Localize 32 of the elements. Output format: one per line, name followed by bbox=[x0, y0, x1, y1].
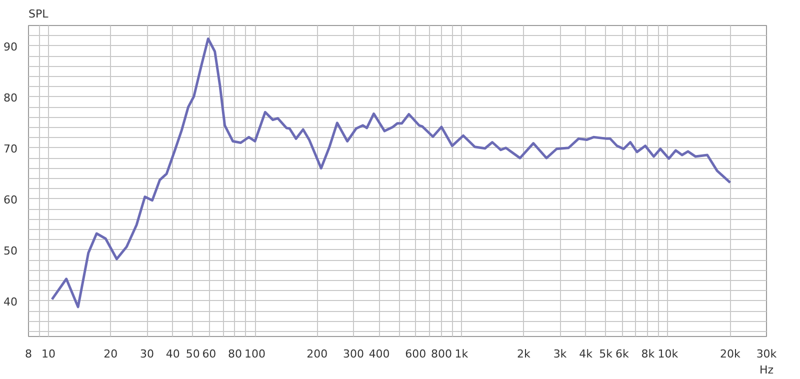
x-tick-label: 80 bbox=[228, 348, 242, 360]
x-tick-label: 1k bbox=[454, 348, 469, 360]
x-tick-label: 50 bbox=[186, 348, 200, 360]
x-tick-label: 40 bbox=[166, 348, 180, 360]
y-tick-label: 70 bbox=[4, 142, 18, 156]
x-tick-label: 600 bbox=[405, 348, 426, 360]
x-tick-label: 60 bbox=[202, 348, 216, 360]
x-tick-label: 10 bbox=[42, 348, 56, 360]
x-tick-label: 30k bbox=[756, 348, 778, 360]
y-tick-label: 50 bbox=[4, 244, 18, 258]
x-tick-label: 6k bbox=[615, 348, 630, 360]
x-tick-label: 200 bbox=[306, 348, 328, 360]
x-tick-label: 10k bbox=[658, 348, 679, 360]
x-tick-label: 800 bbox=[430, 348, 452, 360]
y-tick-label: 60 bbox=[4, 193, 18, 206]
x-tick-label: 400 bbox=[368, 348, 390, 360]
x-tick-label: 30 bbox=[140, 348, 154, 360]
x-tick-label: 300 bbox=[343, 348, 364, 360]
x-tick-label: 4k bbox=[579, 348, 594, 360]
y-tick-label: 80 bbox=[4, 91, 18, 104]
x-tick-label: 8k bbox=[641, 348, 656, 360]
x-tick-label: 3k bbox=[553, 348, 568, 360]
x-tick-label: 2k bbox=[516, 348, 531, 360]
x-axis-title: Hz bbox=[759, 364, 774, 376]
x-tick-label: 5k bbox=[599, 348, 614, 360]
x-tick-label: 8 bbox=[25, 348, 32, 360]
x-tick-label: 20k bbox=[720, 348, 741, 360]
x-tick-label: 100 bbox=[244, 348, 266, 360]
x-tick-label: 20 bbox=[104, 348, 118, 360]
y-axis-title: SPL bbox=[28, 8, 50, 20]
y-tick-label: 90 bbox=[4, 40, 18, 54]
y-tick-label: 40 bbox=[4, 295, 18, 308]
